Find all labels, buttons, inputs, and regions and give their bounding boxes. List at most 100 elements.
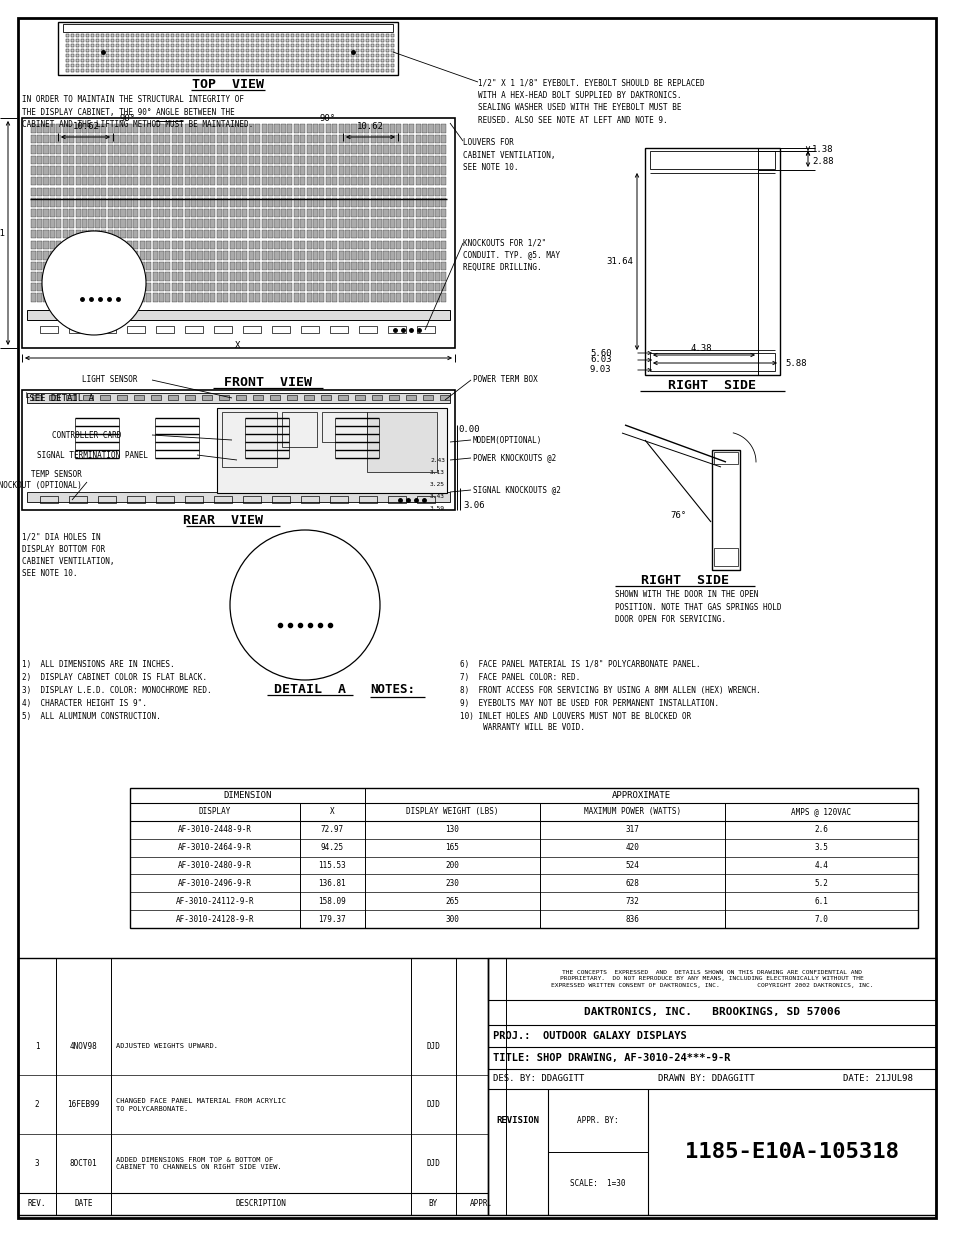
Text: CONTROLLER CARD: CONTROLLER CARD — [52, 431, 121, 440]
Bar — [151, 35, 153, 37]
Bar — [313, 294, 317, 301]
Bar — [223, 220, 228, 227]
Text: NOTES:: NOTES: — [370, 683, 415, 697]
Bar — [210, 220, 215, 227]
Bar — [300, 251, 305, 259]
Bar — [395, 198, 401, 206]
Bar — [127, 230, 132, 238]
Bar — [345, 167, 350, 175]
Bar — [280, 220, 286, 227]
Bar — [94, 294, 100, 301]
Bar — [130, 788, 917, 927]
Bar — [175, 64, 179, 67]
Bar — [175, 49, 179, 52]
Bar — [166, 44, 169, 47]
Bar — [108, 135, 112, 143]
Bar — [156, 69, 159, 72]
Bar — [69, 283, 74, 291]
Bar — [441, 135, 446, 143]
Bar — [390, 135, 395, 143]
Bar — [287, 262, 292, 270]
Bar — [360, 59, 364, 62]
Bar — [325, 272, 331, 280]
Bar — [251, 59, 253, 62]
Bar — [89, 124, 93, 132]
Bar — [204, 220, 209, 227]
Bar — [335, 35, 338, 37]
Text: 1: 1 — [34, 1041, 39, 1051]
Bar — [37, 230, 42, 238]
Bar — [325, 146, 331, 153]
Bar — [306, 146, 312, 153]
Bar — [291, 54, 294, 57]
Bar — [235, 230, 241, 238]
Bar — [69, 177, 74, 185]
Bar — [338, 167, 343, 175]
Bar — [133, 167, 138, 175]
Bar — [133, 230, 138, 238]
Bar — [37, 251, 42, 259]
Bar — [409, 294, 414, 301]
Bar — [235, 124, 241, 132]
Bar — [375, 40, 378, 42]
Bar — [108, 177, 112, 185]
Bar — [306, 198, 312, 206]
Bar — [338, 146, 343, 153]
Bar — [165, 220, 171, 227]
Bar — [386, 64, 389, 67]
Bar — [281, 49, 284, 52]
Bar — [371, 49, 374, 52]
Bar — [166, 35, 169, 37]
Bar — [287, 124, 292, 132]
Bar — [268, 198, 273, 206]
Bar — [331, 35, 334, 37]
Bar — [49, 395, 59, 400]
Bar — [357, 156, 362, 164]
Bar — [75, 209, 81, 217]
Bar — [326, 35, 329, 37]
Bar — [338, 251, 343, 259]
Bar — [185, 156, 190, 164]
Bar — [428, 283, 433, 291]
Bar — [358, 326, 376, 333]
Bar — [216, 135, 222, 143]
Bar — [69, 251, 74, 259]
Bar — [230, 188, 234, 196]
Bar — [231, 64, 233, 67]
Bar — [172, 135, 176, 143]
Bar — [319, 220, 324, 227]
Bar — [175, 35, 179, 37]
Bar — [159, 262, 164, 270]
Bar — [191, 124, 196, 132]
Bar — [346, 69, 349, 72]
Bar — [345, 294, 350, 301]
Bar — [108, 272, 112, 280]
Bar — [37, 198, 42, 206]
Bar — [383, 177, 388, 185]
Bar — [306, 167, 312, 175]
Bar — [300, 146, 305, 153]
Bar — [390, 230, 395, 238]
Bar — [71, 64, 74, 67]
Bar — [402, 146, 408, 153]
Bar — [335, 49, 338, 52]
Text: DJD: DJD — [426, 1041, 440, 1051]
Bar — [268, 220, 273, 227]
Bar — [275, 44, 278, 47]
Bar — [146, 64, 149, 67]
Bar — [340, 44, 344, 47]
Bar — [172, 156, 176, 164]
Bar — [402, 230, 408, 238]
Bar — [340, 54, 344, 57]
Bar — [313, 135, 317, 143]
Bar — [306, 272, 312, 280]
Bar — [69, 156, 74, 164]
Text: 3.25: 3.25 — [430, 482, 444, 487]
Text: DAKTRONICS, INC.   BROOKINGS, SD 57006: DAKTRONICS, INC. BROOKINGS, SD 57006 — [583, 1008, 840, 1018]
Bar — [204, 146, 209, 153]
Bar — [185, 395, 194, 400]
Bar — [66, 49, 69, 52]
Bar — [287, 177, 292, 185]
Bar — [331, 64, 334, 67]
Bar — [178, 198, 183, 206]
